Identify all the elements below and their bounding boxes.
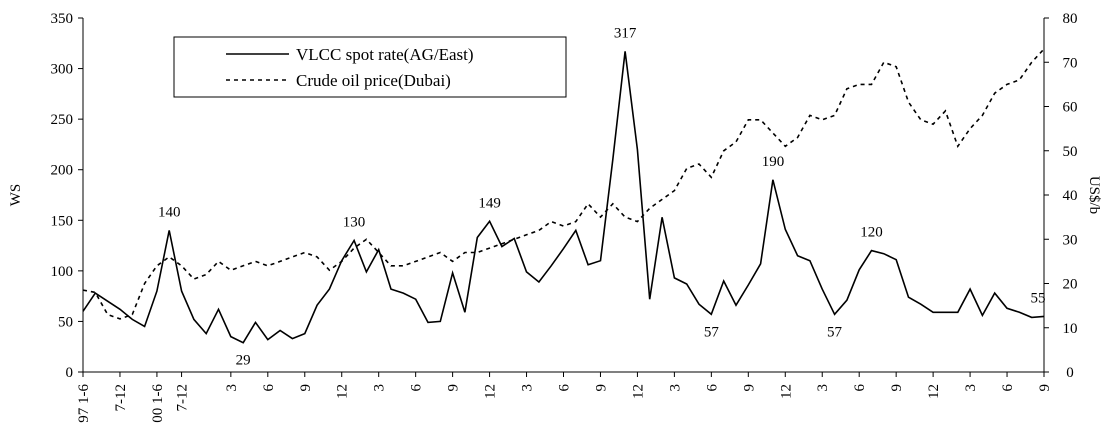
series-line	[82, 51, 1045, 344]
data-label: 130	[343, 215, 366, 231]
x-tick-label: 9	[1037, 384, 1053, 392]
y-tick-label: 200	[51, 163, 74, 179]
legend-box	[173, 36, 567, 98]
y2-tick-label: 30	[1063, 232, 1078, 248]
y2-axis-label: US$/b	[1086, 176, 1102, 214]
x-tick-label: 6	[704, 384, 720, 392]
data-label: 57	[827, 324, 843, 340]
data-label: 57	[704, 324, 720, 340]
data-label: 190	[762, 154, 785, 170]
y2-tick-label: 0	[1066, 365, 1074, 381]
legend-label: Crude oil price(Dubai)	[296, 71, 451, 90]
y-tick-label: 150	[51, 213, 74, 229]
x-tick-label: 3	[520, 384, 536, 392]
y2-tick-label: 50	[1063, 144, 1078, 160]
x-tick-label: 9	[593, 384, 609, 392]
y-tick-label: 300	[51, 62, 74, 78]
y-tick-label: 100	[51, 264, 74, 280]
data-label: 55	[1031, 290, 1046, 306]
x-tick-label: 12	[778, 384, 794, 399]
series-line	[82, 48, 1045, 320]
y2-tick-label: 80	[1063, 11, 1078, 27]
x-tick-label: 12	[630, 384, 646, 399]
x-tick-label: 12	[335, 384, 351, 399]
y-tick-label: 250	[51, 112, 74, 128]
y2-tick-label: 20	[1063, 277, 1078, 293]
y-axis-label: WS	[8, 184, 24, 207]
y-tick-label: 350	[51, 11, 74, 27]
x-tick-label: 97 1-6	[76, 384, 92, 423]
x-tick-label: 9	[298, 384, 314, 392]
x-tick-label: 3	[963, 384, 979, 392]
data-label: 120	[860, 225, 883, 241]
x-tick-label: 3	[667, 384, 683, 392]
x-tick-label: 6	[409, 384, 425, 392]
x-tick-label: 7-12	[175, 384, 191, 412]
data-label: 317	[614, 25, 637, 41]
y-tick-label: 0	[66, 365, 74, 381]
x-tick-label: 12	[483, 384, 499, 399]
x-tick-label: 6	[852, 384, 868, 392]
x-tick-label: 9	[889, 384, 905, 392]
x-tick-label: 3	[372, 384, 388, 392]
x-tick-label: 6	[261, 384, 277, 392]
y2-tick-label: 60	[1063, 100, 1078, 116]
data-label: 149	[478, 195, 501, 211]
x-tick-label: 3	[224, 384, 240, 392]
x-tick-label: 6	[1000, 384, 1016, 392]
y2-tick-label: 40	[1063, 188, 1078, 204]
x-tick-label: 6	[557, 384, 573, 392]
data-label: 29	[236, 353, 251, 369]
y2-tick-label: 10	[1063, 321, 1078, 337]
x-tick-label: 7-12	[113, 384, 129, 412]
x-tick-label: 9	[741, 384, 757, 392]
y2-tick-label: 70	[1063, 55, 1078, 71]
x-tick-label: 12	[926, 384, 942, 399]
x-tick-label: 9	[446, 384, 462, 392]
y-tick-label: 50	[58, 314, 73, 330]
data-label: 140	[158, 204, 181, 220]
x-tick-label: 3	[815, 384, 831, 392]
x-tick-label: 00 1-6	[150, 384, 166, 423]
legend-label: VLCC spot rate(AG/East)	[296, 45, 474, 64]
